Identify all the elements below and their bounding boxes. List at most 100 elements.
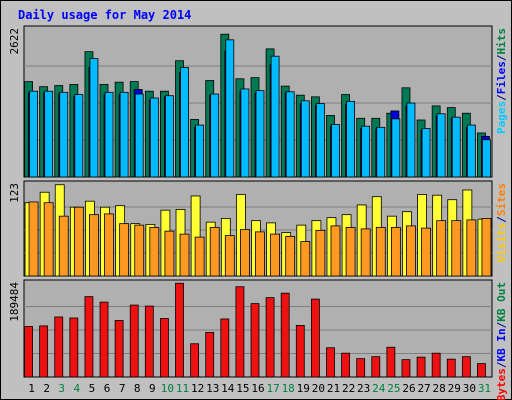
bar-sites-day-10 <box>164 230 175 277</box>
bar-pages-day-6 <box>104 91 114 178</box>
x-tick-label: 7 <box>119 382 126 395</box>
bar-pages-day-30 <box>466 124 476 178</box>
bar-pages-day-2 <box>44 90 54 178</box>
bar-pages-day-15 <box>240 88 250 178</box>
bar-kbytes-day-20 <box>310 298 320 378</box>
bar-kbytes-day-8 <box>129 304 139 378</box>
bar-kbytes-day-25 <box>386 346 396 378</box>
bar-kbytes-day-28 <box>431 352 441 378</box>
panel-kbytes: 189484 KBytes/KB In/KB Out <box>8 279 508 400</box>
x-tick-label: 22 <box>342 382 355 395</box>
bar-kbytes-day-11 <box>175 282 184 378</box>
bar-sites-day-9 <box>149 226 160 277</box>
bar-kbytes-day-23 <box>356 358 366 378</box>
bar-sites-day-23 <box>360 228 371 277</box>
bar-kbytes-day-2 <box>39 325 49 378</box>
bar-pages-day-19 <box>300 100 310 178</box>
bar-pages-day-22 <box>346 100 355 178</box>
bar-pages-day-3 <box>59 91 69 178</box>
panel-kbytes-legend: KBytes/KB In/KB Out <box>495 282 508 400</box>
x-tick-label: 30 <box>463 382 476 395</box>
bar-sites-day-5 <box>89 214 99 277</box>
bar-kbytes-day-13 <box>205 331 215 378</box>
x-tick-label: 28 <box>433 382 446 395</box>
bar-kbytes-day-3 <box>54 316 64 378</box>
bar-pages-day-14 <box>225 39 235 178</box>
bar-sites-day-28 <box>436 220 447 277</box>
bar-sites-day-30 <box>466 219 477 277</box>
bar-pages-day-18 <box>285 91 295 178</box>
bar-kbytes-day-24 <box>371 356 381 378</box>
legend-entry: Visits <box>495 223 508 263</box>
x-axis: 1 2 3 4 5 6 7 8 9 10 11 12 13 14 15 16 17 18 19 20 21 22 23 24 2… <box>28 382 491 395</box>
bar-sites-day-29 <box>451 220 462 277</box>
bar-sites-day-13 <box>209 226 220 277</box>
x-tick-label: 20 <box>312 382 325 395</box>
bar-pages-day-12 <box>195 124 205 178</box>
panel-kbytes-max-label: 189484 <box>8 282 21 322</box>
bar-sites-day-8 <box>134 224 145 277</box>
x-tick-label: 3 <box>58 382 65 395</box>
x-tick-label: 11 <box>176 382 189 395</box>
bar-kbytes-day-14 <box>220 318 230 378</box>
bar-kbytes-day-7 <box>114 320 124 378</box>
bar-kbytes-day-19 <box>295 325 305 378</box>
x-tick-label: 4 <box>74 382 81 395</box>
bar-pages-day-16 <box>255 90 265 178</box>
bar-kbytes-day-16 <box>250 303 260 378</box>
panel-visits-legend: Visits/Sites <box>495 183 508 263</box>
x-tick-label: 18 <box>282 382 295 395</box>
bar-sites-day-22 <box>345 226 356 277</box>
bar-pages-day-25 <box>391 118 401 178</box>
panel-hits-legend: Pages/Files/Hits <box>495 28 508 134</box>
bar-pages-day-27 <box>421 128 431 178</box>
legend-entry: / <box>495 216 508 223</box>
x-tick-label: 23 <box>357 382 370 395</box>
panel-visits: 123 Visits/Sites <box>8 180 508 277</box>
bar-pages-day-4 <box>74 94 84 178</box>
legend-entry: KBytes <box>495 368 508 400</box>
bar-pages-day-28 <box>436 113 446 178</box>
x-tick-label: 25 <box>387 382 400 395</box>
x-tick-label: 19 <box>297 382 310 395</box>
x-tick-label: 29 <box>448 382 461 395</box>
bar-sites-day-7 <box>119 223 130 277</box>
x-tick-label: 10 <box>161 382 174 395</box>
bar-sites-day-11 <box>179 233 190 277</box>
bar-kbytes-day-12 <box>190 343 200 378</box>
chart-panels: 2622Pages/Files/Hits123Visits/Sites18948… <box>8 25 508 400</box>
x-tick-label: 6 <box>104 382 111 395</box>
legend-entry: / <box>495 54 508 61</box>
bar-sites-day-2 <box>43 202 54 277</box>
bar-kbytes-day-27 <box>416 356 426 378</box>
bar-kbytes-day-1 <box>24 325 33 378</box>
bar-sites-day-27 <box>421 227 431 277</box>
x-tick-label: 24 <box>372 382 386 395</box>
x-tick-label: 17 <box>266 382 279 395</box>
legend-entry: / <box>495 361 508 368</box>
bar-kbytes-day-6 <box>99 301 109 378</box>
x-tick-label: 15 <box>236 382 249 395</box>
panel-visits-max-label: 123 <box>8 183 21 203</box>
bar-sites-day-24 <box>375 226 386 277</box>
bar-sites-day-3 <box>58 215 69 277</box>
bar-sites-day-26 <box>406 225 416 277</box>
bar-sites-day-25 <box>390 226 401 277</box>
bar-sites-day-1 <box>28 201 39 277</box>
bar-sites-day-16 <box>255 231 265 277</box>
x-tick-label: 2 <box>43 382 50 395</box>
bar-pages-day-23 <box>361 125 371 178</box>
bar-sites-day-6 <box>104 213 114 277</box>
bar-sites-day-21 <box>330 225 341 277</box>
bar-pages-day-21 <box>331 124 340 178</box>
x-tick-label: 1 <box>28 382 35 395</box>
bar-pages-day-13 <box>210 93 220 178</box>
bar-sites-day-19 <box>300 241 311 277</box>
bar-sites-day-15 <box>240 229 250 277</box>
x-tick-label: 16 <box>251 382 264 395</box>
bar-pages-day-5 <box>89 58 99 178</box>
bar-pages-day-31 <box>482 139 491 178</box>
bar-sites-day-4 <box>73 206 84 277</box>
